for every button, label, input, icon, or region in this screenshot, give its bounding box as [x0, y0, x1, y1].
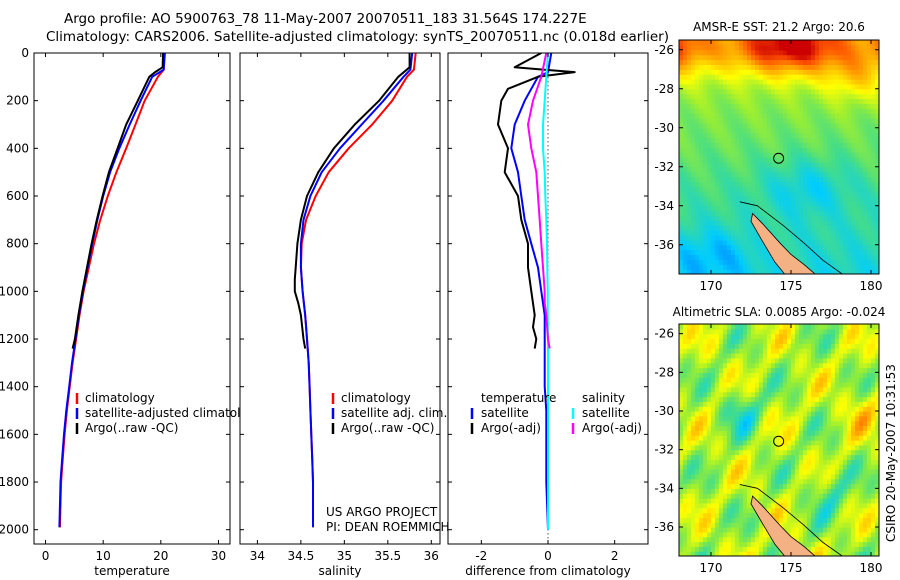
- series-line-3: [71, 53, 165, 349]
- plot-background: [240, 53, 440, 544]
- y-tick-label: 1000: [0, 284, 29, 298]
- x-tick-label: 170: [700, 561, 723, 575]
- side-timestamp: CSIRO 20-May-2007 10:31:53: [884, 364, 898, 542]
- y-tick-label: 1600: [0, 427, 29, 441]
- x-tick-label: 34: [250, 549, 265, 563]
- legend-label: Argo(..raw -QC): [85, 421, 178, 435]
- y-tick-label: -30: [654, 404, 674, 418]
- argo-location-marker: [773, 152, 785, 164]
- x-tick-label: 0: [544, 549, 552, 563]
- credit-line-2: PI: DEAN ROEMMICH: [326, 520, 449, 534]
- x-tick-label: 35.5: [374, 549, 401, 563]
- y-tick-label: 1800: [0, 475, 29, 489]
- y-tick-label: -26: [654, 43, 674, 57]
- x-axis-label: salinity: [318, 564, 361, 578]
- land-polygon: [750, 495, 816, 556]
- x-tick-label: 10: [96, 549, 111, 563]
- x-tick-label: 34.5: [288, 549, 315, 563]
- legend-label: Argo(-adj): [582, 421, 642, 435]
- series-line-1: [510, 53, 553, 530]
- y-tick-label: -36: [654, 238, 674, 252]
- x-tick-label: 0: [42, 549, 50, 563]
- map-field: [679, 40, 879, 274]
- x-tick-label: 170: [700, 279, 723, 293]
- y-tick-label: -32: [654, 443, 674, 457]
- sst-map: AMSR-E SST: 21.2 Argo: 20.6 170 175 180 -26 -…: [654, 20, 882, 293]
- legend-heading: salinity: [582, 391, 625, 405]
- y-tick-label: -28: [654, 82, 674, 96]
- y-tick-label: 800: [6, 237, 29, 251]
- x-tick-label: 175: [780, 279, 803, 293]
- credit-line-1: US ARGO PROJECT: [326, 505, 438, 519]
- argo-location-marker: [773, 435, 785, 447]
- x-tick-label: 180: [860, 561, 883, 575]
- y-tick-label: 2000: [0, 523, 29, 537]
- legend-label: satellite-adjusted climatology: [85, 406, 263, 420]
- series-line-4: [527, 53, 551, 349]
- legend-label: Argo(-adj): [481, 421, 541, 435]
- y-tick-label: -34: [654, 481, 674, 495]
- x-tick-label: 35: [337, 549, 352, 563]
- sla-map: Altimetric SLA: 0.0085 Argo: -0.024 170 17…: [654, 305, 885, 575]
- y-tick-label: 1400: [0, 380, 29, 394]
- legend-heading: temperature: [481, 391, 556, 405]
- legend-label: Argo(..raw -QC): [341, 421, 434, 435]
- isobath-line: [739, 484, 843, 556]
- temperature-profile: 0 10 20 30 0 200 400 600 800 1000 1200 1400 1600 1800…: [0, 46, 263, 578]
- map-title: Altimetric SLA: 0.0085 Argo: -0.024: [673, 305, 886, 319]
- y-tick-label: -34: [654, 199, 674, 213]
- series-group: [293, 53, 417, 528]
- y-tick-label: -32: [654, 160, 674, 174]
- x-tick-label: 2: [611, 549, 619, 563]
- y-tick-label: -30: [654, 121, 674, 135]
- salinity-profile: 34 34.5 35 35.5 36 salinity climatologysatelli…: [239, 52, 447, 578]
- title-line-2: Climatology: CARS2006. Satellite-adjuste…: [46, 29, 669, 45]
- x-axis-label: difference from climatology: [465, 564, 631, 578]
- isobath-line: [739, 201, 843, 274]
- x-tick-label: 175: [780, 561, 803, 575]
- y-tick-label: 400: [6, 141, 29, 155]
- land-polygon: [750, 212, 816, 274]
- map-frame: [678, 323, 880, 557]
- x-tick-label: 20: [153, 549, 168, 563]
- series-line-3: [293, 53, 411, 349]
- series-group: [497, 53, 576, 530]
- x-tick-label: 30: [211, 549, 226, 563]
- legend-label: satellite: [481, 406, 529, 420]
- y-tick-label: 1200: [0, 332, 29, 346]
- y-tick-label: 600: [6, 189, 29, 203]
- title-line-1: Argo profile: AO 5900763_78 11-May-2007 …: [64, 11, 587, 27]
- plot-frame: [239, 52, 441, 545]
- plot-background: [34, 53, 230, 544]
- map-field: [679, 324, 879, 556]
- map-frame: [678, 39, 880, 275]
- y-tick-label: -26: [654, 327, 674, 341]
- legend-label: satellite: [582, 406, 630, 420]
- legend-label: climatology: [85, 391, 155, 405]
- y-tick-label: 0: [21, 46, 29, 60]
- x-tick-label: 36: [424, 549, 439, 563]
- x-tick-label: 180: [860, 279, 883, 293]
- series-line-2: [299, 53, 414, 528]
- x-tick-label: -2: [475, 549, 487, 563]
- legend-label: satellite adj. clim.: [341, 406, 447, 420]
- y-tick-label: -36: [654, 520, 674, 534]
- legend-label: climatology: [341, 391, 411, 405]
- map-title: AMSR-E SST: 21.2 Argo: 20.6: [693, 20, 865, 34]
- x-axis-label: temperature: [94, 564, 169, 578]
- plot-frame: [33, 52, 231, 545]
- y-tick-label: -28: [654, 365, 674, 379]
- series-line-2: [497, 53, 576, 349]
- series-group: [58, 53, 166, 528]
- series-line-3: [542, 53, 549, 530]
- y-tick-label: 200: [6, 94, 29, 108]
